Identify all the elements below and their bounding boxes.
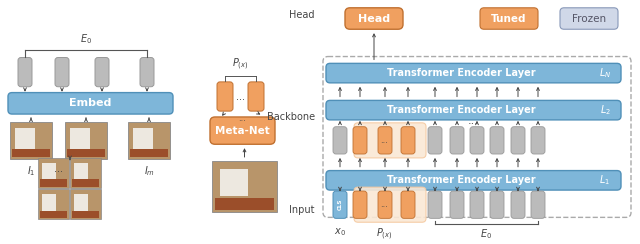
FancyBboxPatch shape xyxy=(428,191,442,218)
FancyBboxPatch shape xyxy=(248,82,264,111)
Text: CLS: CLS xyxy=(337,199,342,210)
Text: Frozen: Frozen xyxy=(572,13,606,23)
Bar xyxy=(128,122,170,159)
Text: Transformer Encoder Layer: Transformer Encoder Layer xyxy=(387,68,536,78)
FancyBboxPatch shape xyxy=(428,127,442,154)
Text: $E_0$: $E_0$ xyxy=(481,227,493,241)
Text: Transformer Encoder Layer: Transformer Encoder Layer xyxy=(387,105,536,115)
FancyBboxPatch shape xyxy=(470,191,484,218)
Text: ...: ... xyxy=(380,200,388,209)
Text: Embed: Embed xyxy=(69,98,112,108)
Bar xyxy=(130,149,168,157)
Bar xyxy=(212,161,277,212)
FancyBboxPatch shape xyxy=(333,191,347,218)
FancyBboxPatch shape xyxy=(480,8,538,29)
Bar xyxy=(67,149,105,157)
FancyBboxPatch shape xyxy=(378,127,392,154)
Text: $L_1$: $L_1$ xyxy=(600,173,611,187)
FancyBboxPatch shape xyxy=(490,191,504,218)
Text: $x_0$: $x_0$ xyxy=(334,226,346,238)
Bar xyxy=(10,122,52,159)
FancyBboxPatch shape xyxy=(511,127,525,154)
FancyBboxPatch shape xyxy=(326,171,621,190)
Text: $I_1$: $I_1$ xyxy=(27,164,35,178)
FancyBboxPatch shape xyxy=(353,191,367,218)
Text: $L_N$: $L_N$ xyxy=(599,66,611,80)
FancyBboxPatch shape xyxy=(354,123,426,158)
FancyBboxPatch shape xyxy=(326,100,621,120)
Bar xyxy=(65,122,107,159)
FancyBboxPatch shape xyxy=(490,127,504,154)
Bar xyxy=(72,211,99,218)
Text: $P_{(x)}$: $P_{(x)}$ xyxy=(376,226,392,242)
FancyBboxPatch shape xyxy=(18,58,32,87)
FancyBboxPatch shape xyxy=(378,191,392,218)
Bar xyxy=(70,158,101,188)
FancyBboxPatch shape xyxy=(217,82,233,111)
Bar xyxy=(42,194,56,211)
FancyBboxPatch shape xyxy=(326,63,621,83)
FancyBboxPatch shape xyxy=(450,191,464,218)
Text: ...: ... xyxy=(236,92,245,102)
FancyBboxPatch shape xyxy=(210,117,275,144)
FancyBboxPatch shape xyxy=(401,191,415,218)
FancyBboxPatch shape xyxy=(450,127,464,154)
Bar xyxy=(133,128,153,149)
FancyBboxPatch shape xyxy=(401,127,415,154)
Text: $E_0$: $E_0$ xyxy=(80,32,92,46)
Text: $P_{(x)}$: $P_{(x)}$ xyxy=(232,57,249,72)
Bar xyxy=(40,211,67,218)
Text: Tuned: Tuned xyxy=(492,13,527,23)
Bar xyxy=(74,163,88,179)
Text: $L_2$: $L_2$ xyxy=(600,103,611,117)
FancyBboxPatch shape xyxy=(531,127,545,154)
Bar xyxy=(42,163,56,179)
Text: Meta-Net: Meta-Net xyxy=(215,126,270,136)
FancyBboxPatch shape xyxy=(55,58,69,87)
Bar xyxy=(15,128,35,149)
FancyBboxPatch shape xyxy=(511,191,525,218)
Bar xyxy=(38,189,69,219)
Bar xyxy=(220,169,248,196)
Bar xyxy=(215,198,274,210)
Text: ...: ... xyxy=(380,136,388,145)
FancyBboxPatch shape xyxy=(354,187,426,222)
Text: ...: ... xyxy=(468,116,479,126)
Text: Transformer Encoder Layer: Transformer Encoder Layer xyxy=(387,175,536,185)
Bar xyxy=(70,128,90,149)
Text: $I_m$: $I_m$ xyxy=(143,164,154,178)
Bar xyxy=(38,158,69,188)
Text: Backbone: Backbone xyxy=(267,112,315,122)
Bar xyxy=(74,194,88,211)
FancyBboxPatch shape xyxy=(140,58,154,87)
Bar xyxy=(40,179,67,187)
Text: Head: Head xyxy=(289,10,315,20)
FancyBboxPatch shape xyxy=(470,127,484,154)
Bar xyxy=(70,189,101,219)
FancyBboxPatch shape xyxy=(560,8,618,29)
FancyBboxPatch shape xyxy=(353,127,367,154)
Bar xyxy=(72,179,99,187)
Text: Input: Input xyxy=(289,204,315,214)
FancyBboxPatch shape xyxy=(95,58,109,87)
FancyBboxPatch shape xyxy=(333,127,347,154)
Text: ...: ... xyxy=(54,164,63,174)
Text: Head: Head xyxy=(358,13,390,23)
FancyBboxPatch shape xyxy=(8,93,173,114)
Bar xyxy=(12,149,50,157)
Text: ...: ... xyxy=(239,114,246,123)
FancyBboxPatch shape xyxy=(531,191,545,218)
FancyBboxPatch shape xyxy=(345,8,403,29)
